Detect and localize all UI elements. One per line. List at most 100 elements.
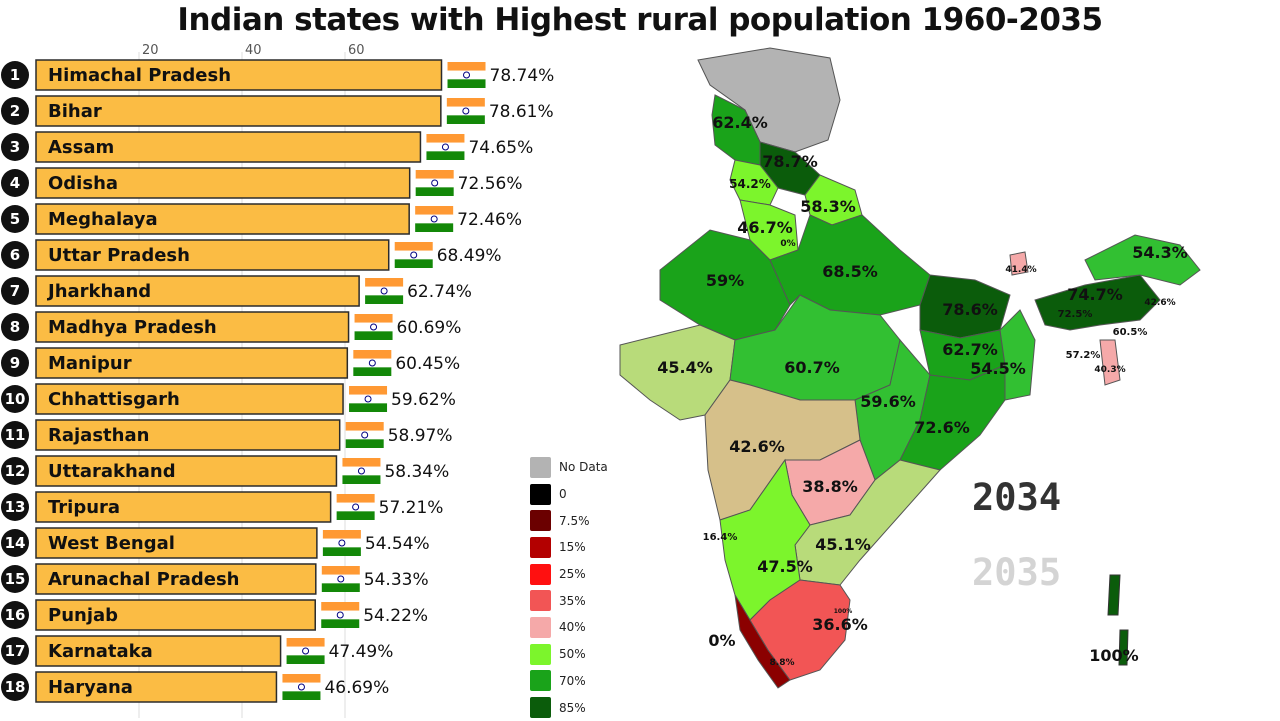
bar-category-label: Himachal Pradesh — [48, 65, 231, 86]
x-tick-label: 20 — [142, 43, 159, 58]
map-value-label: 68.5% — [822, 262, 878, 281]
legend-item: 15% — [530, 534, 630, 561]
bar-category-label: Madhya Pradesh — [48, 317, 217, 338]
rank-number: 11 — [5, 426, 26, 444]
map-value-label: 0% — [708, 631, 735, 650]
bar-value-label: 74.65% — [468, 138, 533, 158]
map-value-label: 41.4% — [1005, 265, 1036, 275]
legend-label: 7.5% — [559, 513, 590, 528]
legend-swatch — [530, 697, 551, 719]
bar-category-label: Uttar Pradesh — [48, 245, 190, 266]
bar-value-label: 59.62% — [391, 390, 456, 410]
legend-swatch — [530, 536, 551, 558]
map-value-label: 36.6% — [812, 615, 868, 634]
rank-number: 4 — [10, 174, 20, 192]
india-flag-icon — [354, 314, 393, 340]
rank-badge — [1, 241, 29, 269]
india-flag-icon — [286, 638, 325, 664]
map-value-label: 45.1% — [815, 535, 871, 554]
bar-category-label: Assam — [48, 137, 114, 158]
rank-badge — [1, 493, 29, 521]
rank-number: 12 — [5, 462, 26, 480]
map-value-label: 42.6% — [1144, 298, 1175, 308]
rank-badge — [1, 349, 29, 377]
bar — [35, 671, 278, 703]
bar — [35, 95, 442, 127]
map-value-label: 0% — [780, 239, 795, 249]
legend-item: 0 — [530, 481, 630, 508]
map-value-label: 59% — [706, 271, 744, 290]
india-flag-icon — [415, 206, 454, 232]
map-value-label: 60.7% — [784, 358, 840, 377]
rank-badge — [1, 277, 29, 305]
legend-label: 70% — [559, 673, 586, 688]
legend-swatch — [530, 616, 551, 638]
bar — [35, 131, 422, 163]
map-region-rajasthan — [659, 229, 791, 341]
bar-row: 18 Haryana 46.69% — [1, 671, 389, 703]
legend-swatch — [530, 510, 551, 532]
bar — [35, 527, 318, 559]
legend-label: 50% — [559, 647, 586, 662]
legend-item: 85% — [530, 694, 630, 721]
legend-item: 70% — [530, 668, 630, 695]
bar-value-label: 54.54% — [365, 534, 430, 554]
legend-item: 25% — [530, 561, 630, 588]
bar-row: 8 Madhya Pradesh 60.69% — [1, 311, 462, 343]
bar-value-label: 60.69% — [397, 318, 462, 338]
bar — [35, 455, 338, 487]
rank-badge — [1, 205, 29, 233]
bar-row: 4 Odisha 72.56% — [1, 167, 523, 199]
bar-row: 9 Manipur 60.45% — [1, 347, 460, 379]
map-value-label: 40.3% — [1094, 365, 1125, 375]
india-flag-icon — [426, 134, 465, 160]
rank-number: 6 — [10, 246, 20, 264]
bar-row: 13 Tripura 57.21% — [1, 491, 443, 523]
bar-row: 17 Karnataka 47.49% — [1, 635, 394, 667]
map-value-label: 8.8% — [770, 658, 795, 668]
bar-row: 15 Arunachal Pradesh 54.33% — [1, 563, 429, 595]
india-flag-icon — [322, 530, 361, 556]
bar-category-label: Odisha — [48, 173, 118, 194]
map-value-label: 58.3% — [800, 197, 856, 216]
rank-number: 10 — [5, 390, 26, 408]
map-value-label: 42.6% — [729, 437, 785, 456]
rank-number: 17 — [5, 642, 26, 660]
rank-number: 1 — [10, 66, 20, 84]
map-value-label: 38.8% — [802, 477, 858, 496]
bar-value-label: 62.74% — [407, 282, 472, 302]
bar-row: 1 Himachal Pradesh 78.74% — [1, 59, 555, 91]
rank-badge — [1, 529, 29, 557]
bar — [35, 563, 317, 595]
map-value-label: 57.2% — [1066, 350, 1101, 361]
rank-number: 13 — [5, 498, 26, 516]
bar-value-label: 72.56% — [458, 174, 523, 194]
bar-row: 5 Meghalaya 72.46% — [1, 203, 522, 235]
india-flag-icon — [321, 566, 360, 592]
map-region-ladakh — [697, 47, 841, 153]
legend-label: No Data — [559, 460, 608, 475]
bar-category-label: Arunachal Pradesh — [48, 569, 240, 590]
bar — [35, 419, 341, 451]
bar-value-label: 46.69% — [324, 678, 389, 698]
bar-value-label: 78.74% — [490, 66, 555, 86]
map-value-label: 100% — [1089, 646, 1138, 665]
map-value-label: 62.4% — [712, 113, 768, 132]
bar-value-label: 47.49% — [329, 642, 394, 662]
bar-row: 12 Uttarakhand 58.34% — [1, 455, 449, 487]
india-flag-icon — [345, 422, 384, 448]
rank-number: 8 — [10, 318, 20, 336]
next-year: 2035 — [972, 551, 1062, 594]
india-flag-icon — [282, 674, 321, 700]
india-flag-icon — [349, 386, 388, 412]
map-value-label: 72.6% — [914, 418, 970, 437]
map-region-northeast — [1034, 274, 1161, 331]
india-flag-icon — [447, 62, 486, 88]
bar — [35, 491, 332, 523]
bar-value-label: 54.22% — [363, 606, 428, 626]
rank-number: 16 — [5, 606, 26, 624]
bar-value-label: 58.97% — [388, 426, 453, 446]
map-value-label: 72.5% — [1058, 309, 1093, 320]
map-value-label: 46.7% — [737, 218, 793, 237]
rank-number: 5 — [10, 210, 20, 228]
